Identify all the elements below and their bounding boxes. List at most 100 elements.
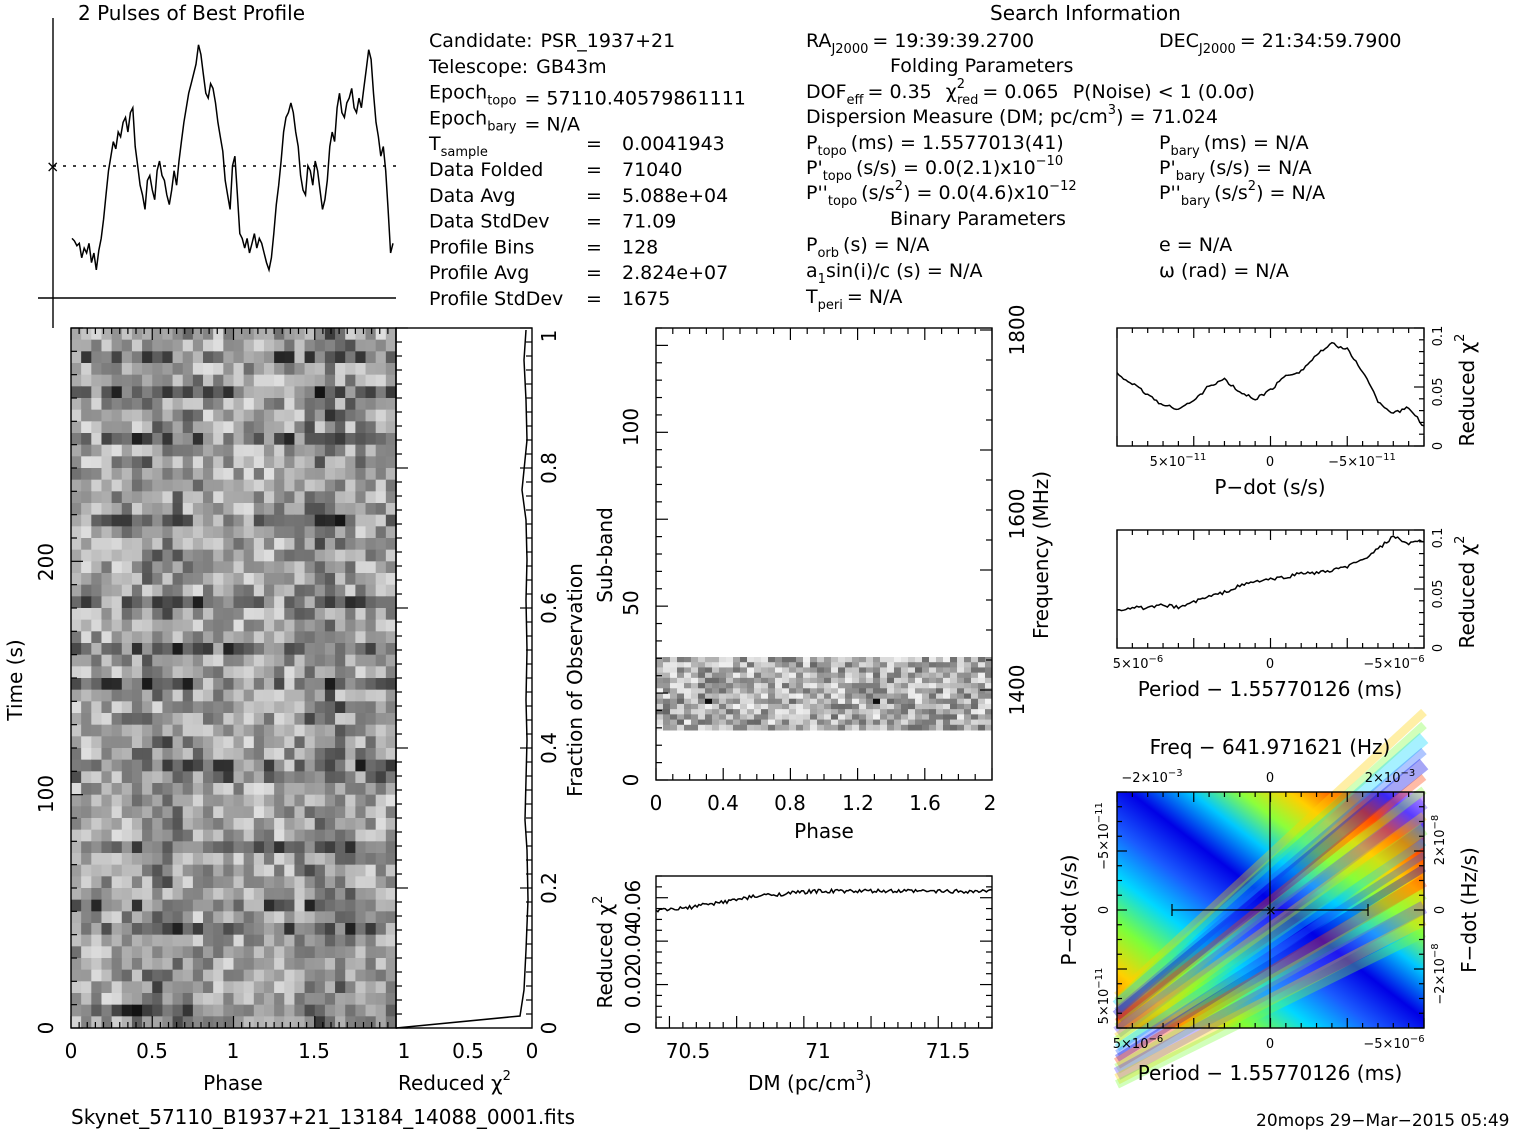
footer-filename: Skynet_57110_B1937+21_13184_14088_0001.f… [71, 1105, 575, 1129]
subband-cell [691, 693, 699, 700]
time-phase-cell [223, 969, 235, 982]
subband-cell [957, 703, 965, 710]
time-phase-cell [142, 328, 153, 341]
subband-cell [712, 688, 720, 694]
time-phase-cell [213, 491, 224, 504]
time-phase-cell [111, 748, 123, 761]
time-phase-cell [172, 363, 184, 376]
search-info-title: Search Information [990, 1, 1181, 25]
time-phase-cell [131, 491, 143, 504]
time-phase-cell [263, 946, 275, 959]
time-phase-cell [243, 409, 255, 422]
time-phase-cell [142, 818, 153, 831]
time-phase-cell [213, 549, 224, 562]
subband-cell [922, 709, 930, 715]
time-phase-cell [294, 631, 306, 644]
subband-cell [684, 657, 692, 663]
time-phase-cell [162, 619, 174, 632]
time-phase-cell [274, 386, 285, 399]
time-phase-cell [81, 923, 92, 936]
time-phase-cell [243, 993, 255, 1006]
time-phase-cell [304, 584, 316, 597]
time-phase-cell [243, 689, 255, 702]
time-phase-cell [121, 841, 133, 854]
time-phase-cell [375, 736, 387, 749]
time-phase-cell [355, 736, 367, 749]
time-phase-cell [243, 339, 255, 352]
time-phase-cell [253, 981, 265, 994]
time-phase-cell [233, 724, 245, 737]
time-phase-cell [91, 771, 103, 784]
time-phase-cell [274, 398, 285, 411]
time-phase-cell [182, 794, 194, 807]
subband-cell [775, 683, 783, 689]
subband-cell [873, 657, 881, 663]
subband-cell [929, 688, 937, 694]
time-phase-cell [274, 409, 285, 422]
subband-cell [670, 714, 678, 721]
tp-xtick: 1.5 [298, 1039, 330, 1063]
time-phase-cell [142, 771, 153, 784]
time-phase-cell [385, 666, 397, 679]
time-phase-cell [71, 386, 82, 399]
time-phase-cell [152, 573, 164, 586]
time-phase-cell [101, 923, 113, 936]
time-phase-cell [182, 654, 194, 667]
time-phase-cell [284, 1004, 296, 1017]
time-phase-cell [182, 1004, 194, 1017]
time-phase-cell [284, 421, 296, 434]
time-phase-cell [253, 689, 265, 702]
time-phase-cell [284, 771, 296, 784]
time-phase-cell [213, 526, 224, 539]
time-phase-cell [314, 853, 326, 866]
time-phase-cell [263, 993, 275, 1006]
time-phase-cell [355, 584, 367, 597]
subband-cell [656, 677, 664, 684]
time-phase-cell [152, 386, 164, 399]
subband-cell [971, 662, 979, 668]
subband-cell [824, 693, 832, 700]
subband-cell [810, 714, 818, 721]
time-phase-cell [233, 328, 245, 341]
time-phase-cell [274, 433, 285, 446]
time-phase-cell [294, 444, 306, 457]
time-phase-cell [335, 888, 346, 901]
time-phase-cell [152, 713, 164, 726]
subband-cell [838, 724, 846, 731]
subband-cell [866, 719, 874, 726]
time-phase-cell [152, 981, 164, 994]
time-phase-cell [172, 654, 184, 667]
time-phase-cell [131, 876, 143, 889]
time-phase-cell [162, 689, 174, 702]
subband-cell [915, 724, 923, 731]
time-phase-cell [213, 724, 224, 737]
time-phase-cell [375, 491, 387, 504]
time-phase-cell [111, 1004, 123, 1017]
rc-xtick: 0.5 [452, 1039, 484, 1063]
pd-ytick: 0.05 [1431, 378, 1446, 407]
time-phase-cell [182, 444, 194, 457]
subband-cell [726, 714, 734, 721]
subband-cell [831, 724, 839, 731]
dm-xlabel: DM (pc/cm3) [748, 1069, 872, 1095]
time-phase-cell [152, 818, 164, 831]
time-phase-cell [172, 864, 184, 877]
subband-cell [978, 698, 986, 705]
time-phase-cell [345, 946, 356, 959]
time-phase-cell [81, 864, 92, 877]
time-phase-cell [253, 654, 265, 667]
time-phase-cell [294, 573, 306, 586]
time-phase-cell [172, 783, 184, 796]
subband-cell [782, 709, 790, 715]
time-phase-cell [172, 619, 184, 632]
ppdot-rtick: 0 [1433, 906, 1448, 914]
time-phase-cell [284, 584, 296, 597]
subband-cell [866, 683, 874, 689]
time-phase-cell [253, 538, 265, 551]
time-phase-cell [385, 911, 397, 924]
time-phase-cell [142, 981, 153, 994]
time-phase-cell [172, 724, 184, 737]
time-phase-cell [233, 619, 245, 632]
time-phase-cell [91, 841, 103, 854]
time-phase-cell [162, 526, 174, 539]
